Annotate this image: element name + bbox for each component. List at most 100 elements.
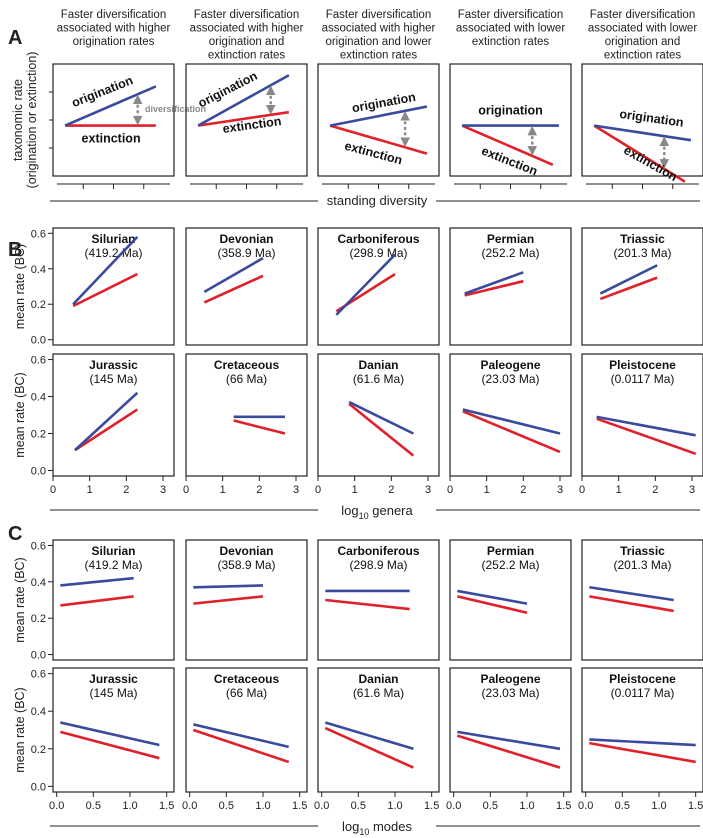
origination-line (193, 584, 264, 589)
x-tick-label: 3 (557, 484, 563, 496)
panel-b-danian: 0 1 2 3 Danian(61.6 Ma) (315, 353, 440, 496)
origination-label: origination (196, 69, 260, 111)
period-age: (298.9 Ma) (349, 246, 407, 260)
origination-line (335, 253, 396, 316)
x-tick-label: 1 (220, 484, 226, 496)
period-name: Cretaceous (214, 672, 280, 686)
origination-line (589, 738, 696, 747)
x-tick-label: 2 (652, 484, 658, 496)
xlabel-main: log (341, 503, 358, 518)
origination-line (329, 105, 428, 127)
period-name: Silurian (91, 232, 135, 246)
panel-c-danian: 0.0 0.5 1.0 1.5 Danian(61.6 Ma) (314, 667, 440, 812)
extinction-line (60, 595, 134, 607)
period-age: (66 Ma) (226, 372, 267, 386)
period-name: Jurassic (89, 672, 138, 686)
x-tick-label: 1 (484, 484, 490, 496)
panel-b-paleogene: 0 1 2 3 Paleogene(23.03 Ma) (447, 353, 572, 496)
extinction-line (464, 279, 524, 297)
panel-a-xlabel: standing diversity (327, 193, 428, 208)
panel-a-header-line: origination rates (73, 36, 155, 48)
panel-a-frame (581, 63, 703, 177)
panel-a-frame (317, 63, 440, 177)
x-tick-label: 1.0 (122, 800, 137, 812)
x-tick-label: 0 (315, 484, 321, 496)
extinction-line (348, 402, 415, 457)
period-age: (358.9 Ma) (217, 558, 275, 572)
panel-a-header-line: extinction rates (604, 50, 682, 62)
panel-a-ylabel: taxonomic rate(origination or extinction… (11, 52, 39, 189)
x-tick-label: 0.0 (314, 800, 329, 812)
x-tick-label: 0.0 (49, 800, 64, 812)
y-tick-label: 0.4 (31, 706, 46, 718)
extinction-line (59, 730, 160, 760)
panel-c-triassic: Triassic(201.3 Ma) (581, 539, 703, 661)
x-tick-label: 0.5 (351, 800, 366, 812)
xlabel-tail: genera (369, 503, 414, 518)
x-tick-label: 1 (352, 484, 358, 496)
panel-frame (317, 227, 440, 346)
xlabel-sub: 10 (359, 511, 369, 521)
extinction-label: extinction (621, 143, 679, 184)
extinction-line (599, 276, 658, 301)
y-tick-label: 0.2 (31, 744, 46, 756)
x-tick-label: 3 (160, 484, 166, 496)
period-name: Devonian (219, 232, 273, 246)
origination-line (589, 585, 674, 602)
extinction-line (192, 728, 290, 764)
extinction-line (457, 595, 528, 614)
y-tick-label: 0.6 (31, 540, 46, 552)
x-tick-label: 1.0 (255, 800, 270, 812)
x-tick-label: 0 (183, 484, 189, 496)
period-name: Carboniferous (337, 232, 419, 246)
period-name: Paleogene (480, 672, 540, 686)
x-tick-label: 2 (520, 484, 526, 496)
x-tick-label: 2 (388, 484, 394, 496)
period-age: (201.3 Ma) (613, 246, 671, 260)
period-age: (61.6 Ma) (353, 372, 404, 386)
y-tick-label: 0.0 (31, 781, 46, 793)
extinction-line (596, 417, 697, 456)
origination-line (462, 408, 561, 435)
panel-frame (52, 539, 175, 661)
y-tick-label: 0.4 (31, 392, 46, 404)
panel-a-header-line: origination and (209, 36, 284, 48)
period-age: (252.2 Ma) (481, 246, 539, 260)
panel-a-header-line: Faster diversification (61, 9, 166, 21)
x-tick-label: 0 (50, 484, 56, 496)
panel-a-4: Faster diversification associated with lo… (449, 9, 572, 189)
y-tick-label: 0.6 (31, 669, 46, 681)
panel-c-paleogene: 0.0 0.5 1.0 1.5 Paleogene(23.03 Ma) (446, 667, 572, 812)
origination-line (596, 415, 696, 437)
panel-b-xlabel: log10 genera (341, 503, 413, 521)
period-name: Devonian (219, 544, 273, 558)
panel-a-3: Faster diversification associated with hi… (317, 9, 440, 189)
panel-a-header-line: associated with lower (456, 23, 565, 35)
ylabel: mean rate (BC) (13, 687, 27, 772)
origination-line (324, 721, 414, 751)
diversification-label: diversification (145, 104, 206, 114)
panel-b-permian: Permian(252.2 Ma) (449, 227, 572, 346)
panel-frame (185, 667, 308, 793)
panel-frame (581, 353, 703, 477)
x-tick-label: 3 (689, 484, 695, 496)
period-age: (61.6 Ma) (353, 686, 404, 700)
period-age: (358.9 Ma) (217, 246, 275, 260)
period-age: (0.0117 Ma) (611, 372, 675, 386)
origination-line (457, 730, 561, 751)
panel-b-pleistocene: 0 1 2 3 Pleistocene(0.0117 Ma) (579, 353, 703, 496)
period-age: (419.2 Ma) (84, 246, 142, 260)
x-tick-label: 1.0 (519, 800, 534, 812)
extinction-line (589, 741, 696, 764)
y-tick-label: 0.2 (31, 613, 46, 625)
y-tick-label: 0.4 (31, 264, 46, 276)
extinction-line (233, 419, 286, 435)
origination-line (599, 264, 658, 295)
x-tick-label: 1.0 (387, 800, 402, 812)
extinction-line (462, 410, 561, 454)
origination-line (348, 400, 414, 435)
x-tick-label: 0.0 (578, 800, 593, 812)
x-tick-label: 0.5 (219, 800, 234, 812)
x-tick-label: 0.5 (483, 800, 498, 812)
x-tick-label: 2 (123, 484, 129, 496)
